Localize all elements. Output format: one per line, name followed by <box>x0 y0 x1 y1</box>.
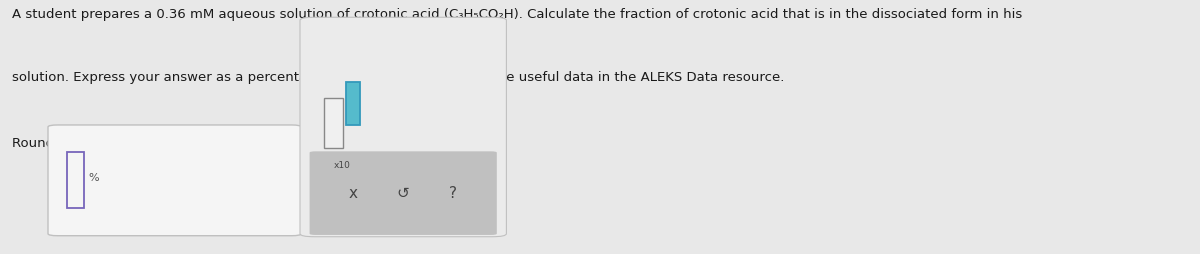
FancyBboxPatch shape <box>324 98 343 148</box>
Text: %: % <box>89 173 100 183</box>
Text: x10: x10 <box>334 161 350 170</box>
Text: solution. Express your answer as a percentage. You will probably find some usefu: solution. Express your answer as a perce… <box>12 71 785 84</box>
Text: A student prepares a 0.36 mM aqueous solution of crotonic acid (C₃H₅CO₂H). Calcu: A student prepares a 0.36 mM aqueous sol… <box>12 8 1022 21</box>
Text: Round your answer to 2 significant digits.: Round your answer to 2 significant digit… <box>12 137 289 150</box>
Text: ?: ? <box>449 186 457 201</box>
FancyBboxPatch shape <box>300 17 506 237</box>
FancyBboxPatch shape <box>48 125 301 236</box>
Text: x: x <box>349 186 358 201</box>
FancyBboxPatch shape <box>310 151 497 235</box>
Text: ↺: ↺ <box>397 186 409 201</box>
FancyBboxPatch shape <box>346 82 360 125</box>
